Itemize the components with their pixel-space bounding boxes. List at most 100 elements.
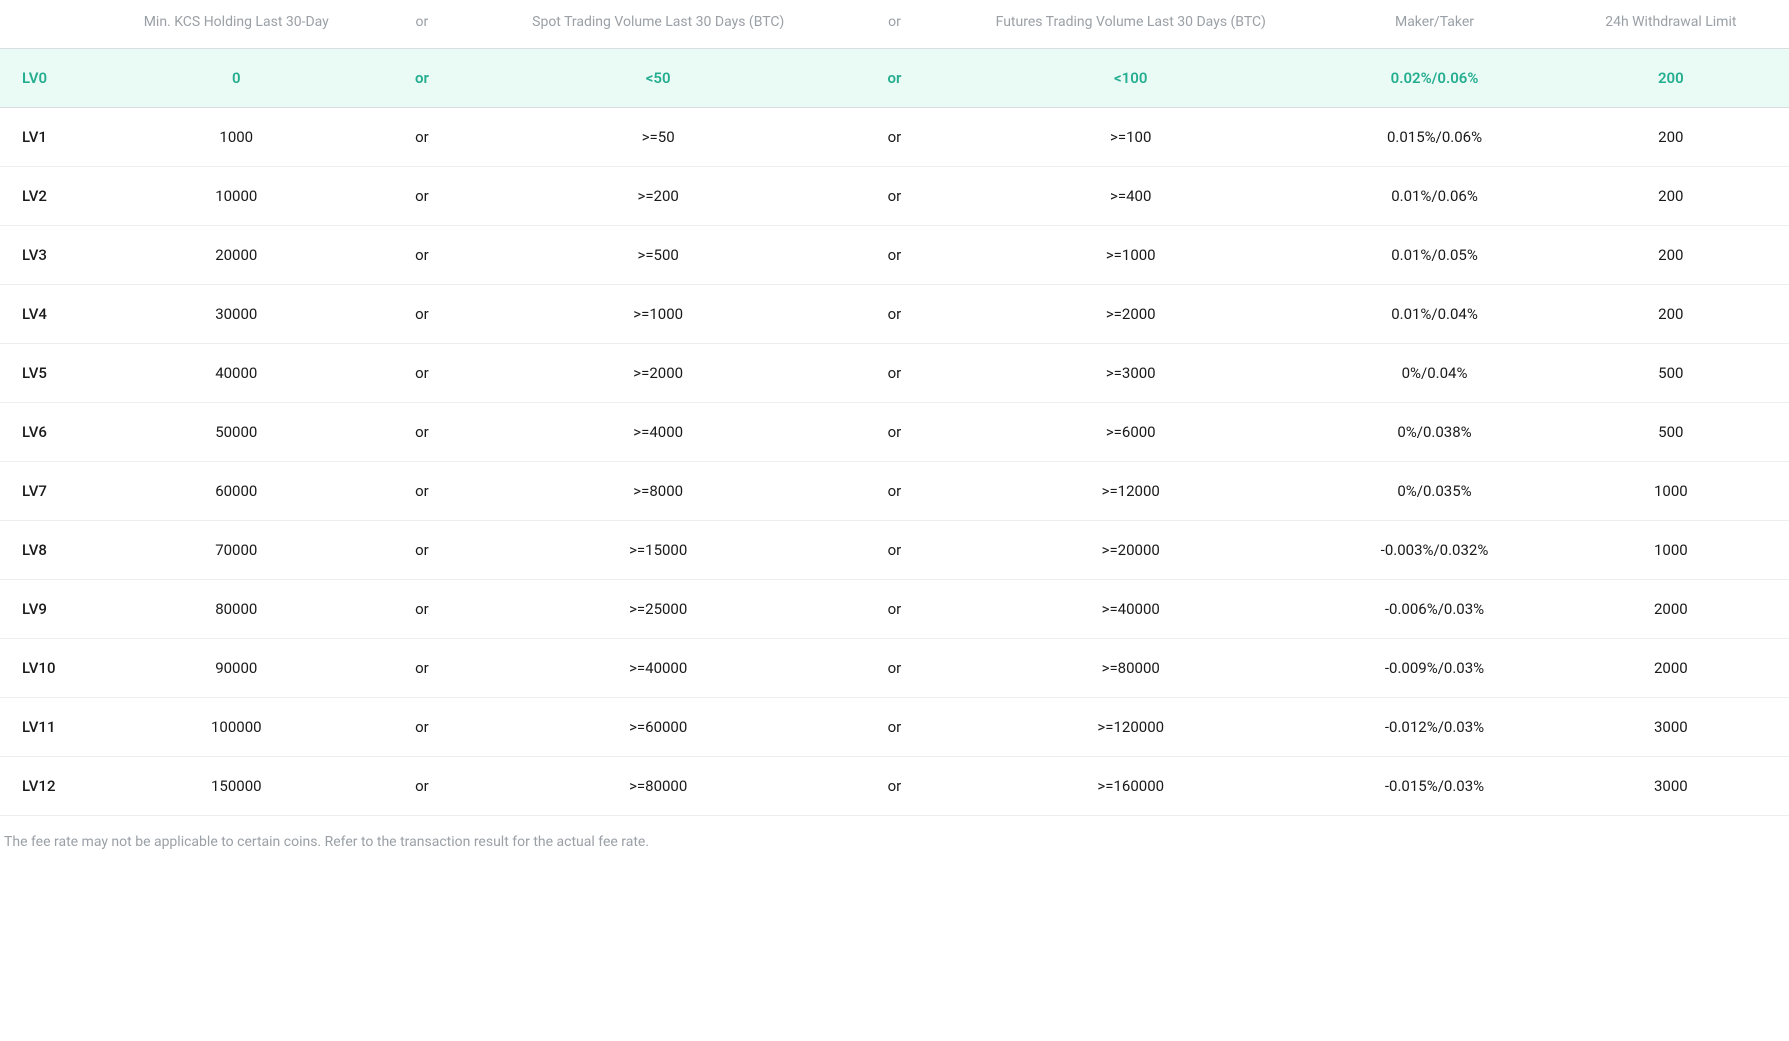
cell-wd: 1000: [1553, 462, 1789, 521]
cell-wd: 500: [1553, 344, 1789, 403]
table-row: LV650000or>=4000or>=60000%/0.038%500: [0, 403, 1789, 462]
col-header-level: [0, 0, 101, 49]
cell-futures: <100: [945, 49, 1316, 108]
cell-or: or: [844, 757, 945, 816]
cell-wd: 200: [1553, 167, 1789, 226]
cell-futures: >=40000: [945, 580, 1316, 639]
cell-fee: 0%/0.035%: [1316, 462, 1552, 521]
cell-futures: >=1000: [945, 226, 1316, 285]
cell-level: LV12: [0, 757, 101, 816]
cell-or: or: [371, 108, 472, 167]
cell-wd: 200: [1553, 226, 1789, 285]
cell-or: or: [844, 344, 945, 403]
cell-level: LV0: [0, 49, 101, 108]
cell-wd: 3000: [1553, 698, 1789, 757]
cell-fee: -0.015%/0.03%: [1316, 757, 1552, 816]
cell-or: or: [371, 285, 472, 344]
cell-or: or: [371, 521, 472, 580]
table-row: LV00or<50or<1000.02%/0.06%200: [0, 49, 1789, 108]
cell-futures: >=20000: [945, 521, 1316, 580]
cell-or: or: [371, 226, 472, 285]
col-header-or2: or: [844, 0, 945, 49]
cell-kcs: 90000: [101, 639, 371, 698]
cell-spot: <50: [473, 49, 844, 108]
cell-spot: >=500: [473, 226, 844, 285]
cell-kcs: 40000: [101, 344, 371, 403]
table-row: LV540000or>=2000or>=30000%/0.04%500: [0, 344, 1789, 403]
table-row: LV430000or>=1000or>=20000.01%/0.04%200: [0, 285, 1789, 344]
cell-or: or: [844, 226, 945, 285]
cell-futures: >=100: [945, 108, 1316, 167]
cell-level: LV9: [0, 580, 101, 639]
cell-spot: >=60000: [473, 698, 844, 757]
cell-fee: 0%/0.04%: [1316, 344, 1552, 403]
cell-spot: >=1000: [473, 285, 844, 344]
cell-level: LV5: [0, 344, 101, 403]
cell-spot: >=4000: [473, 403, 844, 462]
cell-futures: >=400: [945, 167, 1316, 226]
cell-kcs: 80000: [101, 580, 371, 639]
cell-wd: 200: [1553, 49, 1789, 108]
cell-or: or: [371, 698, 472, 757]
cell-wd: 200: [1553, 108, 1789, 167]
cell-futures: >=2000: [945, 285, 1316, 344]
cell-kcs: 30000: [101, 285, 371, 344]
cell-level: LV6: [0, 403, 101, 462]
cell-level: LV8: [0, 521, 101, 580]
cell-spot: >=40000: [473, 639, 844, 698]
cell-spot: >=200: [473, 167, 844, 226]
cell-or: or: [844, 167, 945, 226]
cell-or: or: [371, 639, 472, 698]
cell-level: LV4: [0, 285, 101, 344]
cell-or: or: [371, 167, 472, 226]
footnote-text: The fee rate may not be applicable to ce…: [0, 816, 1789, 860]
cell-or: or: [844, 521, 945, 580]
cell-kcs: 10000: [101, 167, 371, 226]
cell-futures: >=6000: [945, 403, 1316, 462]
cell-kcs: 20000: [101, 226, 371, 285]
table-row: LV11000or>=50or>=1000.015%/0.06%200: [0, 108, 1789, 167]
cell-spot: >=15000: [473, 521, 844, 580]
col-header-or1: or: [371, 0, 472, 49]
cell-spot: >=80000: [473, 757, 844, 816]
cell-level: LV2: [0, 167, 101, 226]
cell-or: or: [844, 580, 945, 639]
cell-futures: >=120000: [945, 698, 1316, 757]
cell-or: or: [371, 462, 472, 521]
table-row: LV12150000or>=80000or>=160000-0.015%/0.0…: [0, 757, 1789, 816]
cell-wd: 200: [1553, 285, 1789, 344]
cell-futures: >=3000: [945, 344, 1316, 403]
cell-or: or: [371, 580, 472, 639]
cell-kcs: 1000: [101, 108, 371, 167]
cell-or: or: [371, 49, 472, 108]
cell-or: or: [844, 462, 945, 521]
cell-or: or: [371, 344, 472, 403]
cell-fee: 0.01%/0.06%: [1316, 167, 1552, 226]
cell-or: or: [844, 49, 945, 108]
cell-wd: 500: [1553, 403, 1789, 462]
cell-or: or: [844, 698, 945, 757]
cell-fee: 0.01%/0.04%: [1316, 285, 1552, 344]
table-row: LV980000or>=25000or>=40000-0.006%/0.03%2…: [0, 580, 1789, 639]
table-header: Min. KCS Holding Last 30-Day or Spot Tra…: [0, 0, 1789, 49]
cell-kcs: 70000: [101, 521, 371, 580]
cell-fee: -0.009%/0.03%: [1316, 639, 1552, 698]
cell-level: LV3: [0, 226, 101, 285]
cell-wd: 2000: [1553, 580, 1789, 639]
cell-spot: >=25000: [473, 580, 844, 639]
cell-or: or: [844, 639, 945, 698]
cell-futures: >=80000: [945, 639, 1316, 698]
table-row: LV1090000or>=40000or>=80000-0.009%/0.03%…: [0, 639, 1789, 698]
cell-kcs: 0: [101, 49, 371, 108]
cell-or: or: [844, 108, 945, 167]
cell-spot: >=2000: [473, 344, 844, 403]
fee-tier-table-container: Min. KCS Holding Last 30-Day or Spot Tra…: [0, 0, 1789, 860]
col-header-futures: Futures Trading Volume Last 30 Days (BTC…: [945, 0, 1316, 49]
col-header-fee: Maker/Taker: [1316, 0, 1552, 49]
col-header-spot: Spot Trading Volume Last 30 Days (BTC): [473, 0, 844, 49]
cell-level: LV7: [0, 462, 101, 521]
cell-fee: 0.015%/0.06%: [1316, 108, 1552, 167]
cell-kcs: 100000: [101, 698, 371, 757]
table-row: LV320000or>=500or>=10000.01%/0.05%200: [0, 226, 1789, 285]
cell-or: or: [844, 285, 945, 344]
